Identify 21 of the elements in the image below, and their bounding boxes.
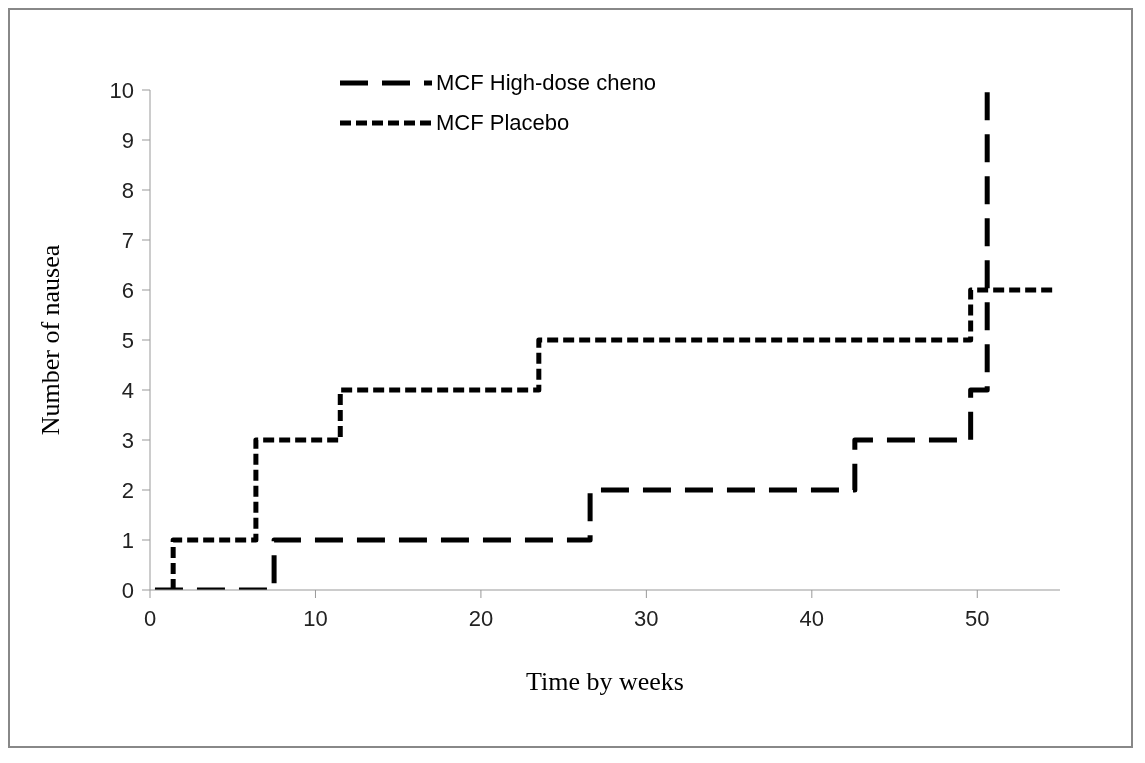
y-axis-title: Number of nausea	[36, 244, 66, 436]
x-tick-label: 10	[303, 605, 328, 631]
y-tick-label: 9	[121, 127, 134, 153]
y-tick-label: 0	[121, 577, 134, 603]
y-tick-label: 3	[121, 427, 134, 453]
y-tick-label: 2	[121, 477, 134, 503]
y-tick-label: 10	[109, 77, 134, 103]
x-tick-label: 50	[965, 605, 990, 631]
y-tick-label: 6	[121, 277, 134, 303]
legend-label: MCF High-dose cheno	[436, 70, 657, 96]
x-tick-label: 0	[143, 605, 157, 631]
y-tick-label: 4	[121, 377, 134, 403]
x-tick-label: 30	[634, 605, 659, 631]
x-tick-label: 40	[799, 605, 825, 631]
y-tick-label: 7	[121, 227, 134, 253]
y-tick-label: 1	[121, 527, 134, 553]
legend-label: MCF Placebo	[436, 110, 570, 136]
x-axis-title: Time by weeks	[526, 667, 684, 696]
y-tick-label: 8	[121, 177, 134, 203]
y-tick-label: 5	[121, 327, 134, 353]
x-tick-label: 20	[468, 605, 494, 631]
